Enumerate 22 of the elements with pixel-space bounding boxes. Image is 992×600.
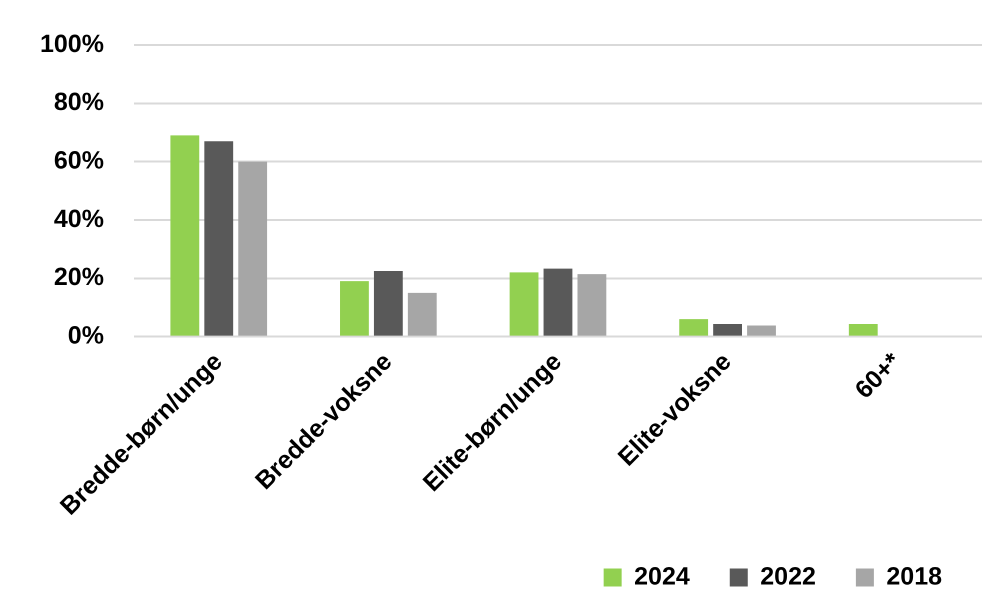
bar [510, 272, 538, 336]
bar [340, 281, 369, 336]
y-tick-label: 0% [68, 321, 104, 350]
legend-label: 2018 [886, 562, 942, 590]
bar [374, 270, 403, 336]
bar [679, 319, 708, 336]
bar [713, 324, 742, 336]
y-tick-label: 40% [54, 204, 104, 233]
bar [170, 135, 200, 336]
bar [848, 324, 878, 336]
bar [204, 141, 234, 336]
bar [238, 162, 268, 336]
bar [747, 326, 776, 336]
y-tick-label: 60% [54, 146, 104, 175]
bar [408, 292, 437, 336]
legend-label: 2024 [634, 562, 690, 590]
y-tick-label: 100% [40, 30, 104, 58]
bar [544, 268, 572, 336]
y-tick-label: 80% [54, 88, 104, 116]
y-tick-label: 20% [54, 263, 104, 292]
bar [577, 274, 606, 336]
legend-label: 2022 [760, 562, 816, 590]
